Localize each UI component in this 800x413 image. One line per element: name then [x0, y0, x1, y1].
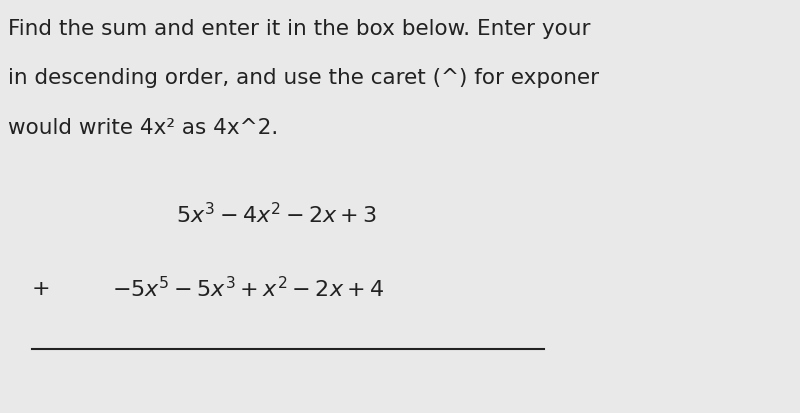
Text: +: +	[32, 279, 50, 299]
Text: Find the sum and enter it in the box below. Enter your: Find the sum and enter it in the box bel…	[8, 19, 590, 38]
Text: in descending order, and use the caret (^) for exponer: in descending order, and use the caret (…	[8, 68, 599, 88]
Text: would write 4x² as 4x^2.: would write 4x² as 4x^2.	[8, 118, 278, 138]
Text: $-5x^{5} - 5x^{3} + x^{2} - 2x + 4$: $-5x^{5} - 5x^{3} + x^{2} - 2x + 4$	[112, 276, 384, 302]
Text: $5x^{3} - 4x^{2} - 2x + 3$: $5x^{3} - 4x^{2} - 2x + 3$	[176, 202, 378, 228]
